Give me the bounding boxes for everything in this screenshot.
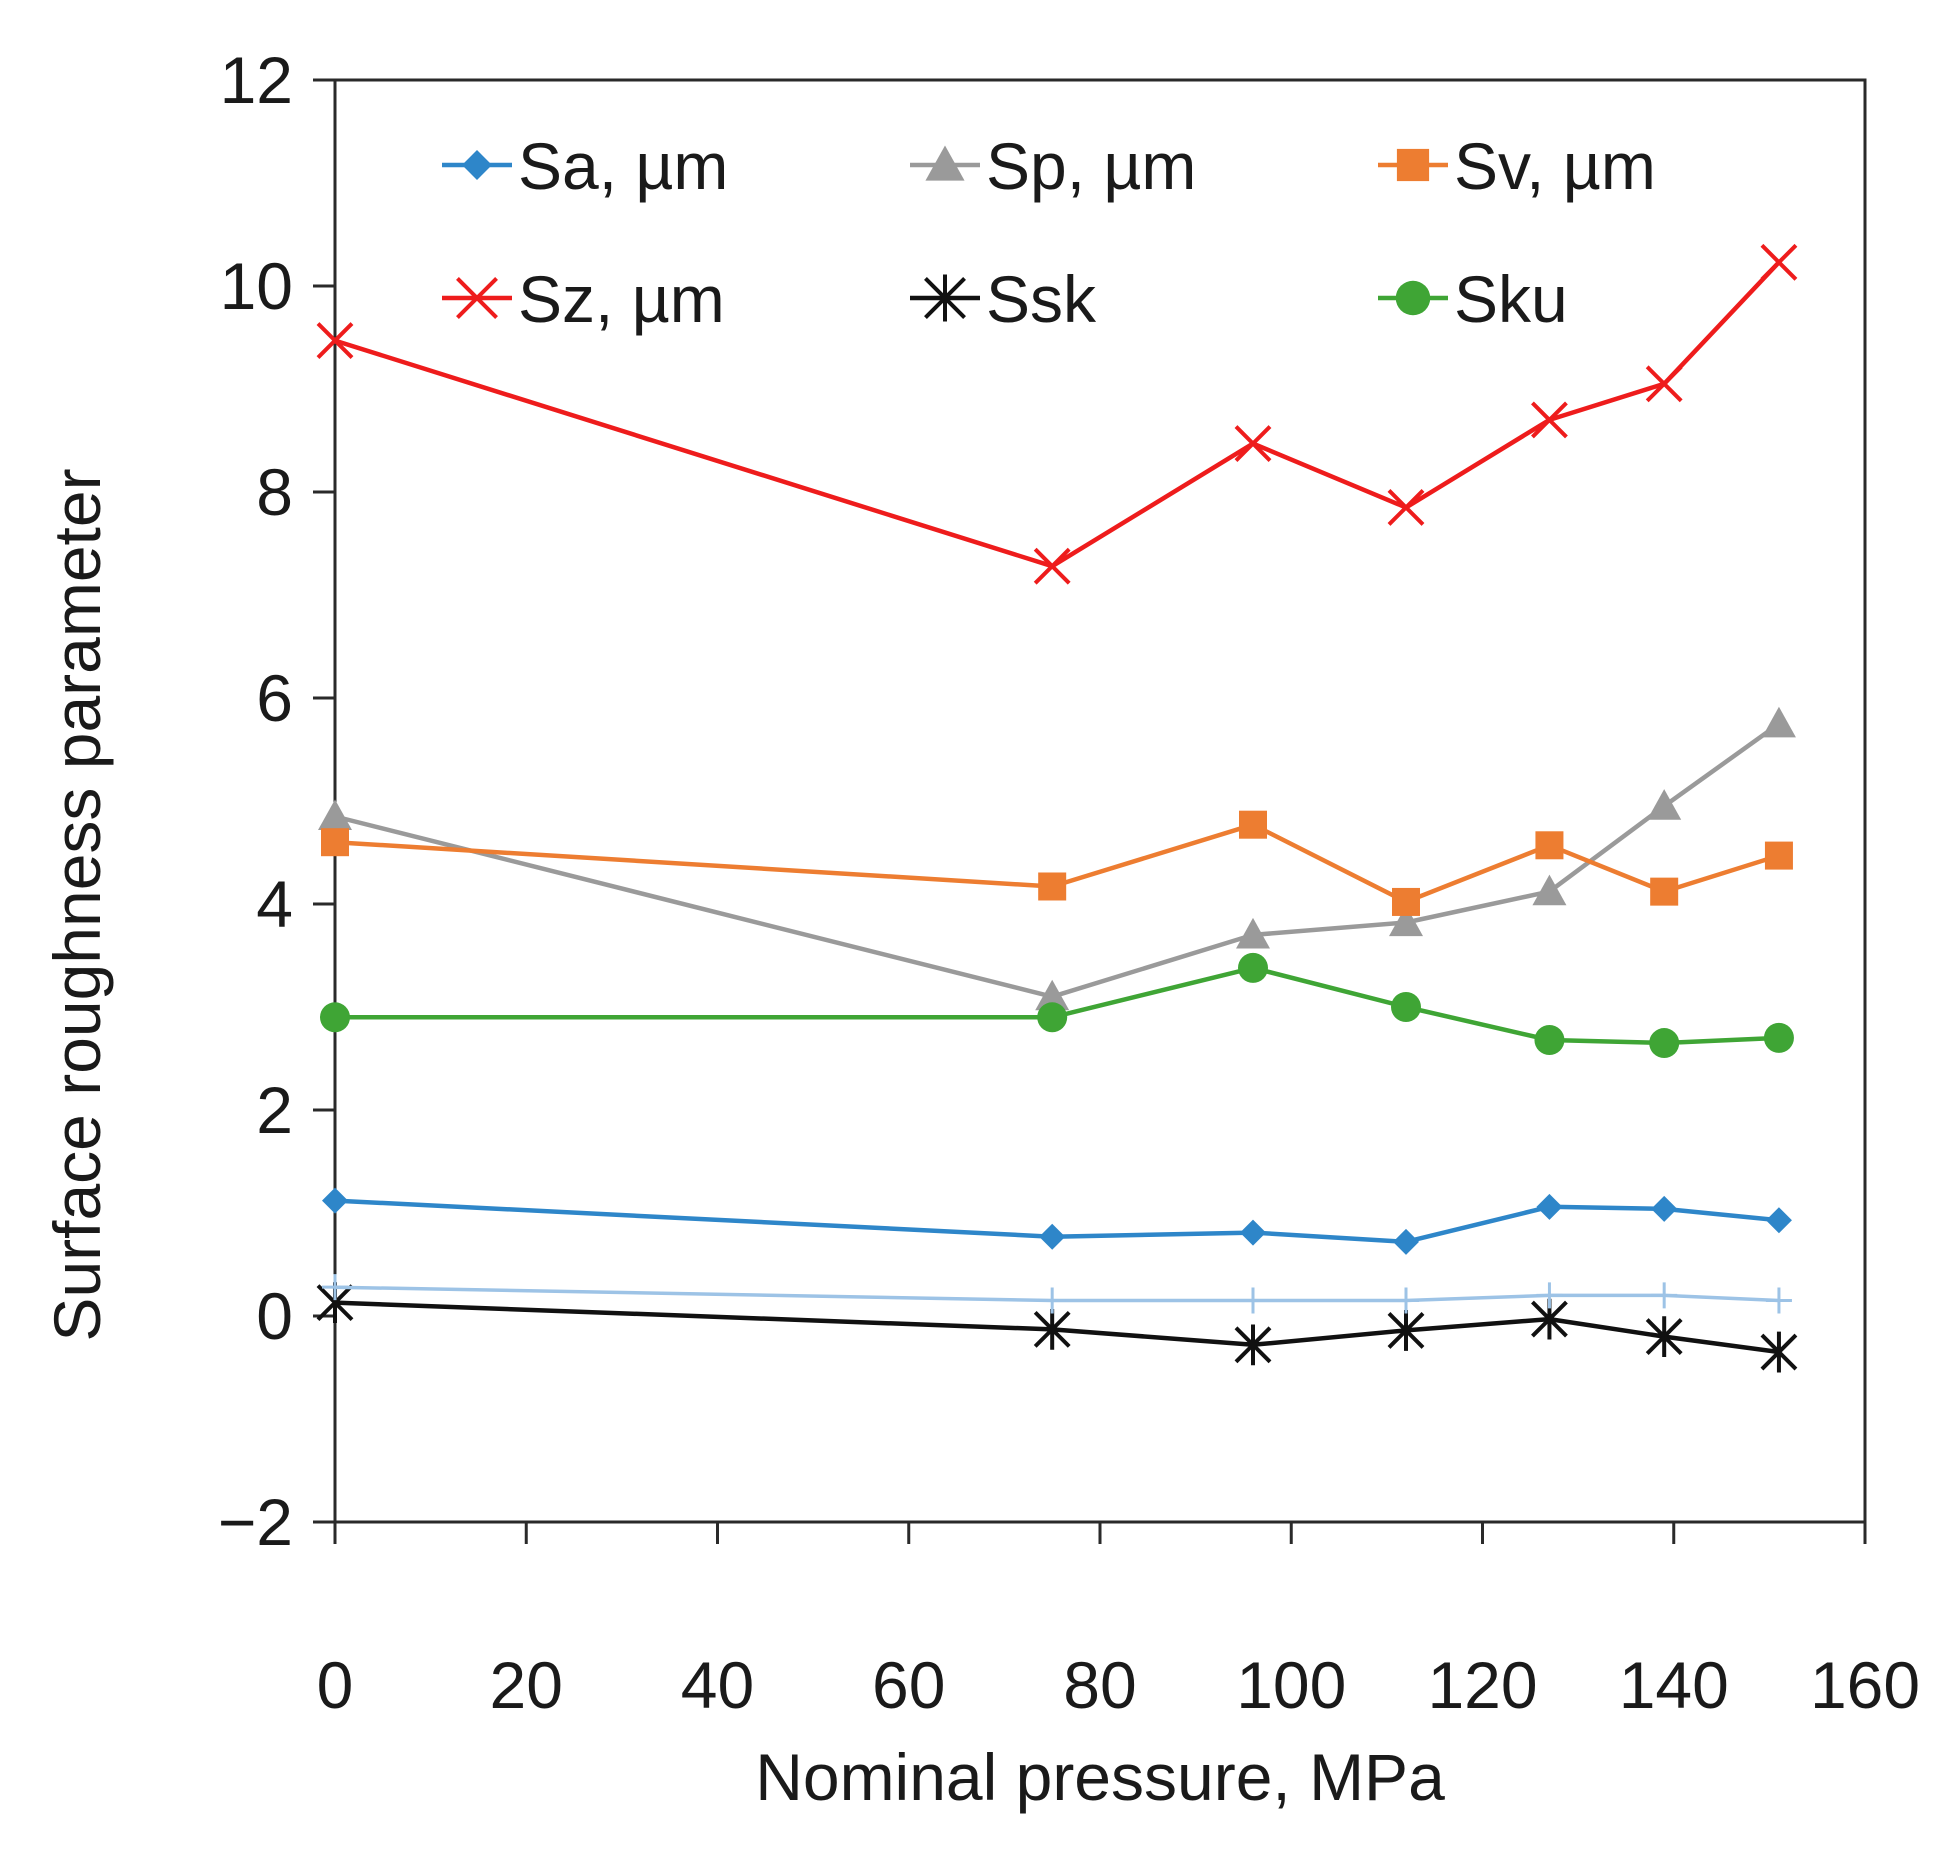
x-tick-label: 40	[681, 1648, 754, 1722]
data-point-sa-m	[322, 1187, 348, 1214]
x-tick-label: 0	[317, 1648, 354, 1722]
data-point-sku	[320, 1002, 350, 1033]
data-point-sa-m	[1393, 1228, 1419, 1255]
legend-marker-ssk	[924, 274, 966, 322]
legend-item-sv-m: Sv, µm	[1378, 129, 1656, 203]
series-line-sp-m	[334, 721, 1781, 999]
data-point-sz-m	[316, 322, 354, 360]
y-axis-title: Surface roughness parameter	[40, 468, 114, 1341]
y-tick-label: 4	[256, 867, 293, 941]
series-sku	[320, 952, 1794, 1059]
series-unlabeled	[322, 1274, 1792, 1314]
series-sa-m	[322, 1187, 1792, 1255]
data-point-sa-m	[1536, 1193, 1563, 1220]
legend-item-sp-m: Sp, µm	[910, 129, 1196, 203]
y-tick-label: −2	[218, 1485, 293, 1559]
data-point-sa-m	[1765, 1207, 1792, 1234]
x-tick-label: 20	[490, 1648, 563, 1722]
data-point-ssk	[1234, 1324, 1272, 1366]
data-point-sv-m	[1535, 831, 1564, 860]
data-point-unlabeled	[1536, 1282, 1563, 1309]
legend-marker-sp-m	[925, 145, 965, 181]
x-tick-label: 160	[1810, 1648, 1920, 1722]
data-point-sp-m	[1761, 706, 1796, 738]
x-axis-title: Nominal pressure, MPa	[755, 1740, 1445, 1814]
data-point-sp-m	[1236, 917, 1270, 949]
legend-label-ssk: Ssk	[986, 262, 1097, 336]
data-point-ssk	[1645, 1316, 1683, 1357]
y-tick-label: 10	[220, 249, 293, 323]
data-point-sku	[1534, 1024, 1565, 1055]
data-point-sz-m	[1234, 425, 1272, 463]
data-point-sz-m	[1760, 243, 1798, 281]
data-point-sp-m	[1035, 979, 1070, 1011]
data-point-sku	[1763, 1022, 1794, 1053]
data-point-unlabeled	[1651, 1282, 1678, 1309]
data-point-sa-m	[1651, 1195, 1678, 1222]
legend-label-sv-m: Sv, µm	[1454, 129, 1656, 203]
data-point-sz-m	[1645, 365, 1683, 403]
legend-label-sp-m: Sp, µm	[986, 129, 1196, 203]
legend-marker-sv-m	[1396, 148, 1430, 182]
data-point-sp-m	[318, 799, 352, 831]
series-sv-m	[321, 810, 1793, 916]
legend-label-sa-m: Sa, µm	[518, 129, 728, 203]
data-point-sp-m	[1647, 789, 1682, 820]
data-point-unlabeled	[1240, 1287, 1266, 1314]
data-point-sp-m	[1389, 905, 1423, 937]
legend-item-sku: Sku	[1378, 262, 1568, 336]
data-point-unlabeled	[1039, 1287, 1066, 1314]
y-tick-label: 6	[256, 661, 293, 735]
x-tick-label: 60	[872, 1648, 945, 1722]
x-tick-label: 140	[1619, 1648, 1729, 1722]
data-point-sv-m	[1239, 810, 1267, 839]
data-point-sku	[1649, 1028, 1680, 1059]
data-point-ssk	[1387, 1310, 1425, 1351]
data-point-sa-m	[1240, 1219, 1266, 1246]
legend-marker-sku	[1395, 280, 1431, 316]
y-tick-label: 8	[256, 455, 293, 529]
data-point-sv-m	[1392, 887, 1420, 916]
x-tick-label: 80	[1063, 1648, 1136, 1722]
data-point-sku	[1037, 1002, 1068, 1033]
data-point-ssk	[1033, 1308, 1071, 1350]
data-point-sp-m	[1532, 874, 1567, 906]
data-point-sv-m	[1764, 841, 1793, 870]
legend-marker-sz-m	[456, 277, 498, 319]
y-tick-label: 12	[220, 43, 293, 117]
legend-item-sz-m: Sz, µm	[442, 262, 725, 336]
data-point-ssk	[1760, 1331, 1798, 1373]
legend-label-sz-m: Sz, µm	[518, 262, 725, 336]
data-point-sv-m	[1038, 872, 1067, 901]
data-point-sv-m	[1650, 877, 1679, 906]
data-point-sku	[1238, 952, 1268, 983]
data-point-unlabeled	[1393, 1287, 1419, 1314]
y-tick-label: 2	[256, 1073, 293, 1147]
data-point-sz-m	[1033, 547, 1071, 585]
series-sz-m	[316, 243, 1798, 585]
y-tick-label: 0	[256, 1279, 293, 1353]
data-point-sv-m	[321, 828, 349, 857]
data-point-unlabeled	[1765, 1287, 1792, 1314]
legend-item-ssk: Ssk	[910, 262, 1097, 336]
data-point-unlabeled	[322, 1274, 348, 1301]
x-tick-label: 120	[1427, 1648, 1537, 1722]
series-line-unlabeled	[334, 1285, 1779, 1303]
x-tick-label: 100	[1236, 1648, 1346, 1722]
legend-marker-sa-m	[462, 150, 492, 180]
data-point-sa-m	[1039, 1223, 1066, 1250]
series-layer	[316, 243, 1798, 1373]
legend-item-sa-m: Sa, µm	[442, 129, 728, 203]
data-point-sz-m	[1531, 401, 1568, 439]
legend: Sa, µm Sp, µm Sv, µm Sz, µm Ssk Sku	[442, 129, 1656, 336]
data-point-sz-m	[1387, 489, 1425, 526]
data-point-sku	[1391, 992, 1421, 1022]
legend-label-sku: Sku	[1454, 262, 1568, 336]
series-sp-m	[318, 706, 1796, 1011]
